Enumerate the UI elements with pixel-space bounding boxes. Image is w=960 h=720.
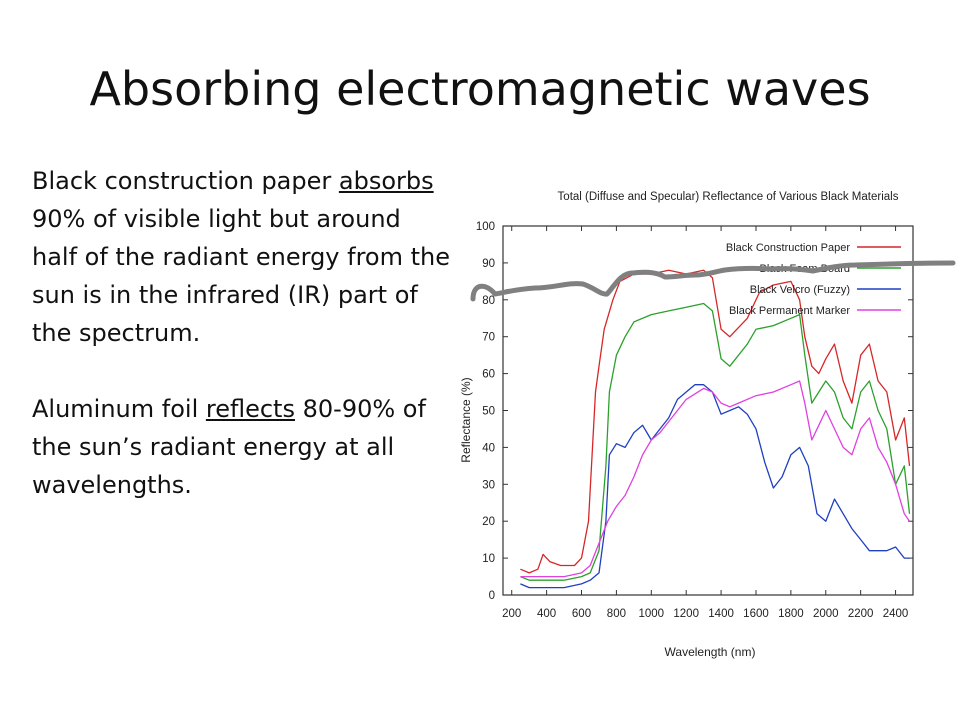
x-tick-label-1200: 1200 [673, 608, 699, 620]
x-tick-label-2000: 2000 [813, 608, 839, 620]
y-tick-label-40: 40 [482, 442, 495, 454]
series-line-1 [520, 269, 911, 574]
para2-text-before: Aluminum foil [32, 395, 206, 423]
y-tick-label-30: 30 [482, 479, 495, 491]
hand-drawn-aluminum-foil-curve [470, 260, 956, 302]
y-tick-label-90: 90 [482, 258, 495, 270]
legend-label-1: Black Construction Paper [726, 242, 850, 254]
chart-title: Total (Diffuse and Specular) Reflectance… [558, 191, 899, 203]
x-tick-label-400: 400 [537, 608, 556, 620]
y-tick-label-100: 100 [476, 221, 495, 233]
x-tick-label-600: 600 [572, 608, 591, 620]
body-text: Black construction paper absorbs 90% of … [32, 162, 452, 542]
y-tick-label-10: 10 [482, 553, 495, 565]
legend-label-4: Black Permanent Marker [729, 305, 850, 317]
para2-text-after: 80-90% of the sun’s radiant energy at al… [32, 395, 426, 499]
x-axis-label: Wavelength (nm) [665, 645, 756, 659]
reflectance-chart-svg: Total (Diffuse and Specular) Reflectance… [459, 191, 956, 659]
y-axis-label: Reflectance (%) [459, 377, 473, 462]
para1-text-before: Black construction paper [32, 167, 339, 195]
underlined-reflects: reflects [205, 395, 295, 423]
underlined-absorbs: absorbs [338, 167, 434, 195]
x-tick-label-2200: 2200 [848, 608, 874, 620]
paragraph-black-paper: Black construction paper absorbs 90% of … [32, 162, 452, 352]
x-tick-label-1600: 1600 [743, 608, 769, 620]
series-line-2 [520, 302, 911, 581]
plot-area: 0 10 20 30 40 50 60 70 80 90 100 200 400 600 800 1000 12… [476, 221, 914, 620]
y-tick-label-20: 20 [482, 516, 495, 528]
series-line-4 [520, 380, 911, 578]
para1-text-after: 90% of visible light but around half of … [32, 205, 450, 347]
reflectance-chart: Total (Diffuse and Specular) Reflectance… [455, 178, 960, 673]
x-tick-label-2400: 2400 [883, 608, 909, 620]
paragraph-aluminum-foil: Aluminum foil reflects 80-90% of the sun… [32, 390, 452, 504]
x-tick-label-200: 200 [502, 608, 521, 620]
y-tick-label-80: 80 [482, 295, 495, 307]
series-line-3 [520, 384, 910, 589]
slide-title: Absorbing electromagnetic waves [89, 62, 871, 116]
y-tick-label-60: 60 [482, 369, 495, 381]
y-tick-label-0: 0 [489, 590, 495, 602]
y-tick-label-70: 70 [482, 332, 495, 344]
y-tick-label-50: 50 [482, 406, 495, 418]
legend-label-3: Black Velcro (Fuzzy) [750, 284, 850, 296]
plot-frame [502, 225, 914, 596]
x-tick-label-1000: 1000 [639, 608, 665, 620]
x-tick-label-1400: 1400 [708, 608, 734, 620]
x-tick-label-800: 800 [607, 608, 626, 620]
x-tick-label-1800: 1800 [778, 608, 804, 620]
